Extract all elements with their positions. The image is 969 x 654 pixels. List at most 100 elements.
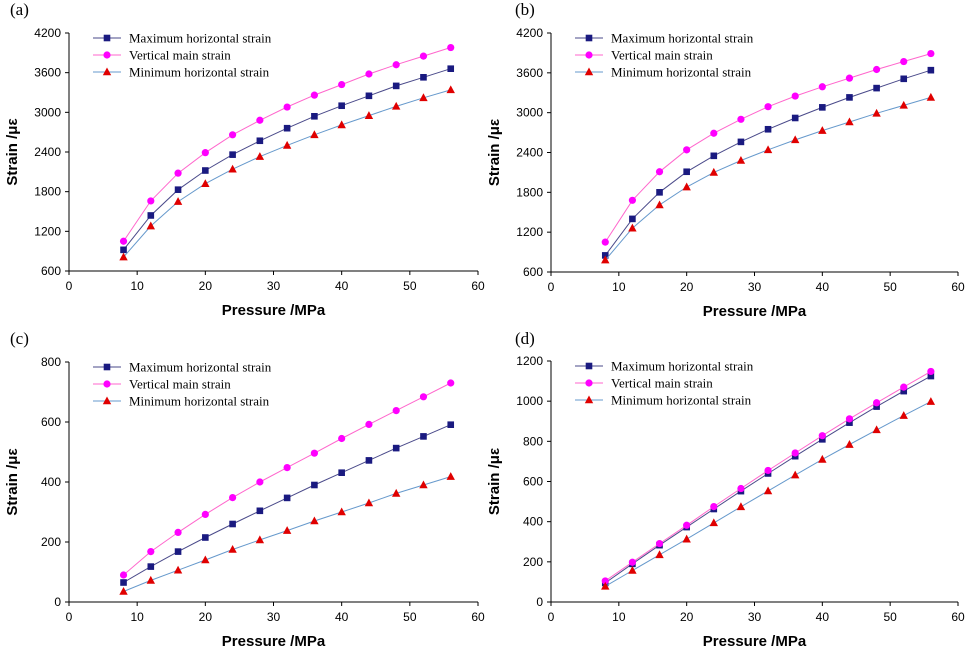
data-point-circle [201,149,209,157]
series-square [601,66,935,259]
x-axis-title: Pressure /MPa [222,302,326,319]
data-point-circle [818,83,826,91]
data-point-triangle [682,534,691,543]
data-point-square [283,124,291,132]
x-tick-label: 10 [612,280,626,294]
series-triangle [119,85,455,261]
data-point-square [683,168,690,176]
y-tick-label: 3600 [516,66,543,80]
data-point-square [420,73,427,81]
data-point-circle [791,92,799,100]
data-point-square [585,34,593,42]
data-point-triangle [310,130,319,139]
data-point-triangle [337,507,346,516]
x-tick-label: 0 [66,279,73,293]
data-point-square [900,75,908,83]
x-axis-title: Pressure /MPa [703,303,807,320]
legend-entry-label: Maximum horizontal strain [129,31,272,46]
data-point-triangle [119,587,128,595]
data-point-triangle [926,92,936,101]
y-axis-title: Strain /με [486,119,503,186]
data-point-triangle [201,555,210,564]
y-tick-label: 200 [523,555,543,569]
legend: Maximum horizontal strain Vertical main s… [93,360,272,409]
data-point-triangle [364,498,374,507]
data-point-circle [447,379,455,387]
y-axis-title: Strain /με [4,118,21,185]
data-point-triangle [628,223,637,232]
y-tick-label: 1800 [516,185,543,199]
series-line [604,69,932,256]
x-tick-label: 20 [680,610,694,624]
data-point-circle [174,169,182,177]
y-tick-label: 400 [41,475,61,489]
data-point-circle [365,420,373,428]
x-tick-label: 60 [471,279,485,293]
series-square [120,65,455,254]
data-point-square [601,252,609,259]
panel-label: (d) [515,329,535,348]
data-point-square [365,457,373,464]
legend-entry-label: Maximum horizontal strain [611,359,754,374]
panel-b: (b) 0 10 20 30 40 50 60 600 1200 1800 2400 3000 3600 4… [486,0,965,320]
data-point-circle [419,52,428,60]
y-tick-label: 4200 [34,26,61,40]
data-point-square [311,113,318,120]
data-point-square [710,152,718,160]
y-axis-title: Strain /με [4,448,21,515]
data-point-triangle [709,518,718,527]
data-point-square [846,419,853,426]
data-point-triangle [926,397,936,405]
data-point-circle [845,74,854,82]
data-point-square [873,403,880,410]
data-point-circle [310,449,318,457]
x-tick-label: 10 [130,279,144,293]
y-tick-label: 1200 [516,354,543,368]
data-point-square [791,114,799,122]
x-axis-title: Pressure /MPa [222,633,326,650]
data-point-square [229,151,236,158]
x-tick-label: 30 [267,279,281,293]
legend-entry-label: Vertical main strain [129,377,231,392]
data-point-square [338,102,345,110]
legend-entry-label: Maximum horizontal strain [611,31,754,46]
data-point-triangle [419,480,428,489]
data-point-square [283,494,291,502]
y-tick-label: 1200 [34,224,61,238]
y-tick-label: 600 [523,475,543,489]
y-tick-label: 1200 [516,225,543,239]
y-tick-label: 600 [41,264,61,278]
data-point-triangle [446,85,455,94]
x-tick-label: 50 [403,279,417,293]
data-point-circle [119,237,128,245]
data-point-circle [201,510,209,518]
data-point-triangle [584,67,594,76]
x-tick-label: 10 [612,610,626,624]
data-point-square [338,469,345,476]
legend: Maximum horizontal strain Vertical main s… [575,359,754,408]
data-point-square [147,212,155,219]
data-point-circle [103,380,111,388]
data-point-circle [818,432,826,440]
data-point-circle [791,449,799,457]
data-point-triangle [337,120,346,129]
data-point-triangle [736,502,746,511]
data-point-circle [601,577,609,585]
data-point-circle [338,80,346,89]
panel-label: (a) [10,0,29,19]
x-tick-label: 20 [199,279,213,293]
series-triangle [601,92,936,264]
series-triangle [601,397,936,590]
data-point-circle [283,464,291,472]
data-point-triangle [282,140,292,149]
data-point-triangle [228,545,237,553]
data-point-circle [229,131,237,139]
data-point-triangle [119,252,128,261]
data-point-circle [737,484,745,493]
data-point-circle [628,196,637,204]
data-point-square [447,421,455,428]
x-tick-label: 50 [883,610,897,624]
legend-entry-label: Maximum horizontal strain [129,360,272,375]
data-point-triangle [102,67,112,76]
x-tick-label: 30 [748,610,762,624]
